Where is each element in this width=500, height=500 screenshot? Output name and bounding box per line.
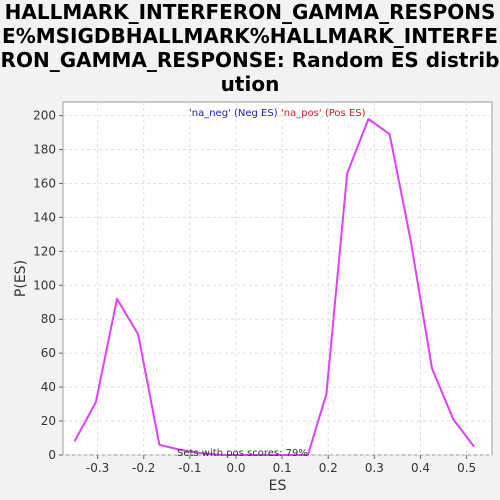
y-tick-label: 20: [41, 414, 56, 428]
y-tick-label: 40: [41, 380, 56, 394]
y-tick-label: 60: [41, 346, 56, 360]
y-tick-label: 120: [33, 244, 56, 258]
y-axis-title: P(ES): [13, 260, 29, 297]
y-tick-label: 200: [33, 109, 56, 123]
x-tick-label: -0.3: [86, 461, 109, 475]
y-tick-label: 80: [41, 312, 56, 326]
y-tick-label: 100: [33, 278, 56, 292]
x-tick-label: 0.4: [411, 461, 430, 475]
x-axis-title: ES: [269, 478, 287, 494]
x-tick-label: -0.1: [178, 461, 201, 475]
x-tick-label: -0.2: [132, 461, 155, 475]
x-tick-label: 0.1: [273, 461, 292, 475]
x-tick-label: 0.2: [319, 461, 338, 475]
annotation: Sets with pos scores: 79%: [177, 448, 308, 459]
y-tick-label: 160: [33, 176, 56, 190]
x-tick-label: 0.0: [226, 461, 245, 475]
y-axis: 0 20 40 60 80 100 120 140 160 180 200: [33, 109, 63, 462]
y-tick-label: 0: [48, 448, 56, 462]
y-tick-label: 140: [33, 210, 56, 224]
legend-entry-pos: 'na_pos' (Pos ES): [281, 108, 366, 119]
x-tick-label: 0.5: [457, 461, 476, 475]
plot-area: [62, 101, 493, 456]
series-line: [73, 118, 475, 456]
legend-entry-neg: 'na_neg' (Neg ES): [189, 108, 278, 119]
chart-title: HALLMARK_INTERFERON_GAMMA_RESPONSE%MSIGD…: [0, 0, 500, 96]
series-layer: [73, 118, 475, 456]
x-axis: -0.3 -0.2 -0.1 0.0 0.1 0.2 0.3 0.4 0.5: [86, 455, 476, 475]
x-tick-label: 0.3: [365, 461, 384, 475]
y-tick-label: 180: [33, 143, 56, 157]
